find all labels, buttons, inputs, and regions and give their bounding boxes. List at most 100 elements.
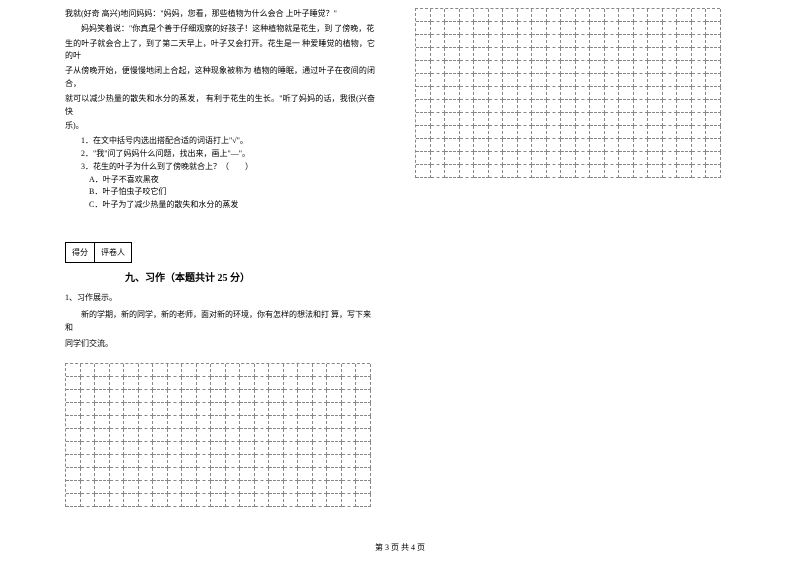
grid-cell: [663, 35, 678, 48]
grid-cell: [153, 494, 168, 507]
grid-cell: [634, 100, 649, 113]
grid-cell: [153, 468, 168, 481]
questions-block: 1．在文中括号内选出搭配合适的词语打上"√"。 2．"我"问了妈妈什么问题，找出…: [65, 135, 375, 173]
grid-cell: [692, 165, 707, 178]
grid-cell: [269, 429, 284, 442]
grid-cell: [590, 139, 605, 152]
grid-cell: [590, 61, 605, 74]
section-title: 九、习作（本题共计 25 分）: [65, 269, 375, 284]
grid-cell: [284, 481, 299, 494]
grid-cell: [692, 126, 707, 139]
grid-cell: [327, 455, 342, 468]
grid-cell: [211, 364, 226, 377]
grid-cell: [342, 364, 357, 377]
grid-cell: [168, 442, 183, 455]
grid-cell: [139, 494, 154, 507]
grid-cell: [269, 377, 284, 390]
grid-cell: [474, 87, 489, 100]
grid-cell: [605, 74, 620, 87]
grid-cell: [489, 139, 504, 152]
grid-cell: [605, 35, 620, 48]
grid-cell: [547, 139, 562, 152]
grid-cell: [561, 9, 576, 22]
question-3c: C．叶子为了减少热量的散失和水分的蒸发: [89, 199, 375, 212]
left-column: 我就(好奇 高兴)地问妈妈："妈妈，您看，那些植物为什么会合 上叶子睡觉？" 妈…: [65, 8, 395, 507]
grid-cell: [168, 390, 183, 403]
grid-cell: [211, 403, 226, 416]
passage-line-6: 乐)。: [65, 120, 375, 133]
grid-cell: [445, 35, 460, 48]
grid-cell: [124, 442, 139, 455]
grid-cell: [474, 100, 489, 113]
grid-cell: [677, 165, 692, 178]
grid-cell: [211, 416, 226, 429]
grid-cell: [431, 139, 446, 152]
grid-cell: [547, 87, 562, 100]
grid-cell: [431, 35, 446, 48]
grid-cell: [503, 113, 518, 126]
grid-cell: [313, 416, 328, 429]
grid-cell: [81, 364, 96, 377]
grid-cell: [95, 481, 110, 494]
grid-cell: [634, 22, 649, 35]
left-writing-grid: [65, 363, 370, 507]
grid-cell: [81, 403, 96, 416]
grid-cell: [226, 377, 241, 390]
grid-cell: [503, 22, 518, 35]
grid-cell: [561, 22, 576, 35]
grid-cell: [619, 139, 634, 152]
grid-cell: [576, 61, 591, 74]
grid-cell: [663, 113, 678, 126]
grid-cell: [503, 87, 518, 100]
grid-cell: [81, 442, 96, 455]
grid-cell: [576, 22, 591, 35]
grid-cell: [356, 429, 371, 442]
grid-cell: [576, 139, 591, 152]
grid-cell: [518, 48, 533, 61]
grid-cell: [561, 74, 576, 87]
grid-cell: [706, 48, 721, 61]
grid-cell: [298, 455, 313, 468]
grid-cell: [327, 468, 342, 481]
grid-cell: [692, 100, 707, 113]
grid-cell: [445, 165, 460, 178]
grid-cell: [66, 481, 81, 494]
grid-cell: [327, 364, 342, 377]
grid-cell: [561, 48, 576, 61]
grid-cell: [489, 152, 504, 165]
grid-cell: [431, 74, 446, 87]
grid-cell: [416, 165, 431, 178]
grid-cell: [416, 126, 431, 139]
grid-cell: [547, 113, 562, 126]
grid-cell: [431, 9, 446, 22]
grid-cell: [81, 429, 96, 442]
score-box: 得分 评卷人: [65, 242, 132, 263]
grid-cell: [561, 165, 576, 178]
grid-cell: [576, 9, 591, 22]
grid-cell: [663, 139, 678, 152]
grid-cell: [168, 455, 183, 468]
grid-cell: [110, 494, 125, 507]
grid-cell: [95, 468, 110, 481]
grid-cell: [518, 22, 533, 35]
score-cell-score: 得分: [66, 243, 95, 262]
grid-cell: [197, 416, 212, 429]
grid-cell: [81, 494, 96, 507]
grid-cell: [110, 468, 125, 481]
grid-cell: [110, 455, 125, 468]
grid-cell: [197, 364, 212, 377]
grid-cell: [298, 390, 313, 403]
grid-cell: [634, 126, 649, 139]
writing-prompt-title: 1、习作展示。: [65, 292, 375, 305]
grid-cell: [110, 481, 125, 494]
grid-cell: [284, 494, 299, 507]
sub-questions-block: A．叶子不喜欢黑夜 B．叶子怕虫子咬它们 C．叶子为了减少热量的散失和水分的蒸发: [65, 174, 375, 212]
grid-cell: [197, 390, 212, 403]
grid-cell: [240, 468, 255, 481]
grid-cell: [663, 152, 678, 165]
grid-cell: [269, 364, 284, 377]
grid-cell: [66, 442, 81, 455]
grid-cell: [284, 403, 299, 416]
grid-cell: [648, 87, 663, 100]
grid-cell: [211, 442, 226, 455]
